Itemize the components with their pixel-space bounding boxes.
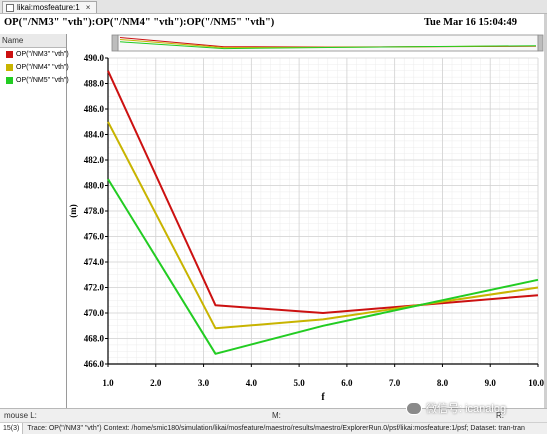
overview-right-handle[interactable] — [537, 34, 544, 52]
close-icon[interactable]: × — [85, 3, 91, 12]
overview-traces — [119, 37, 537, 50]
mouse-middle-label: M: — [272, 411, 281, 420]
y-tick-label: 476.0 — [84, 232, 105, 242]
line-chart: 466.0 468.0 470.0 472.0 474.0 476.0 478.0 480.0… — [68, 34, 545, 403]
trace-list-panel: Name OP("/NM3" "vth") OP("/NM4" "vth") O… — [0, 34, 69, 408]
plot-title-row: OP("/NM3" "vth"):OP("/NM4" "vth"):OP("/N… — [0, 14, 547, 34]
trace-status-line: 15(3) Trace: OP("/NM3" "vth") Context: /h… — [0, 422, 547, 434]
overview-left-handle[interactable] — [111, 34, 119, 52]
y-tick-label: 466.0 — [84, 359, 105, 369]
x-axis-ticks: 1.0 2.0 3.0 4.0 5.0 6.0 7.0 8.0 9.0 10.0 — [102, 364, 545, 388]
y-axis-label: (m) — [68, 204, 78, 218]
watermark-text: 微信号: icanalog — [426, 403, 507, 415]
y-tick-label: 470.0 — [84, 308, 105, 318]
y-tick-label: 478.0 — [84, 206, 105, 216]
watermark: 微信号: icanalog — [406, 400, 506, 416]
legend-swatch-nm4 — [6, 64, 13, 71]
y-tick-label: 486.0 — [84, 104, 105, 114]
x-tick-label: 10.0 — [528, 378, 544, 388]
y-tick-label: 484.0 — [84, 130, 105, 140]
trace-info: Trace: OP("/NM3" "vth") Context: /home/s… — [27, 425, 525, 432]
plot-title: OP("/NM3" "vth"):OP("/NM4" "vth"):OP("/N… — [4, 17, 275, 28]
x-tick-label: 5.0 — [293, 378, 305, 388]
overview-strip[interactable] — [111, 34, 544, 52]
overview-line-3 — [119, 41, 537, 50]
status-bar: mouse L: M: R: 15(3) Trace: OP("/NM3" "vt… — [0, 408, 547, 434]
legend-label-nm5: OP("/NM5" "vth") — [16, 77, 69, 84]
x-tick-label: 3.0 — [198, 378, 210, 388]
y-tick-label: 480.0 — [84, 181, 105, 191]
y-tick-label: 472.0 — [84, 283, 105, 293]
tab-plot-window[interactable]: likai:mosfeature:1 × — [2, 1, 98, 13]
mouse-right-label: R: — [496, 411, 504, 420]
legend-swatch-nm3 — [6, 51, 13, 58]
x-tick-label: 1.0 — [102, 378, 114, 388]
x-tick-label: 6.0 — [341, 378, 353, 388]
x-tick-label: 9.0 — [485, 378, 497, 388]
y-tick-label: 468.0 — [84, 334, 105, 344]
window-right-edge — [544, 14, 547, 408]
legend-swatch-nm5 — [6, 77, 13, 84]
status-count: 15(3) — [0, 423, 24, 434]
series-line-3 — [107, 178, 539, 355]
mouse-left-label: mouse L: — [4, 411, 37, 420]
legend-item-nm5[interactable]: OP("/NM5" "vth") — [0, 74, 69, 87]
wechat-icon — [406, 401, 422, 415]
y-tick-label: 482.0 — [84, 155, 105, 165]
x-tick-label: 8.0 — [437, 378, 449, 388]
y-tick-label: 474.0 — [84, 257, 105, 267]
plot-datetime: Tue Mar 16 15:04:49 — [423, 17, 517, 28]
x-tick-label: 4.0 — [246, 378, 258, 388]
y-axis-ticks: 466.0 468.0 470.0 472.0 474.0 476.0 478.0 480.0… — [84, 53, 108, 369]
chart-area: 466.0 468.0 470.0 472.0 474.0 476.0 478.0 480.0… — [68, 34, 545, 408]
y-tick-label: 488.0 — [84, 79, 105, 89]
legend-item-nm4[interactable]: OP("/NM4" "vth") — [0, 61, 69, 74]
legend-label-nm4: OP("/NM4" "vth") — [16, 64, 69, 71]
x-tick-label: 7.0 — [389, 378, 401, 388]
window-icon — [6, 3, 14, 12]
legend-item-nm3[interactable]: OP("/NM3" "vth") — [0, 48, 69, 61]
chart-series — [107, 70, 539, 355]
chart-grid — [107, 57, 539, 365]
tab-label: likai:mosfeature:1 — [17, 3, 80, 12]
x-axis-label: f — [321, 392, 325, 403]
legend-label-nm3: OP("/NM3" "vth") — [16, 51, 69, 58]
panel-header: Name — [0, 34, 66, 48]
tab-bar: likai:mosfeature:1 × — [0, 0, 547, 14]
x-tick-label: 2.0 — [150, 378, 162, 388]
y-tick-label: 490.0 — [84, 53, 105, 63]
